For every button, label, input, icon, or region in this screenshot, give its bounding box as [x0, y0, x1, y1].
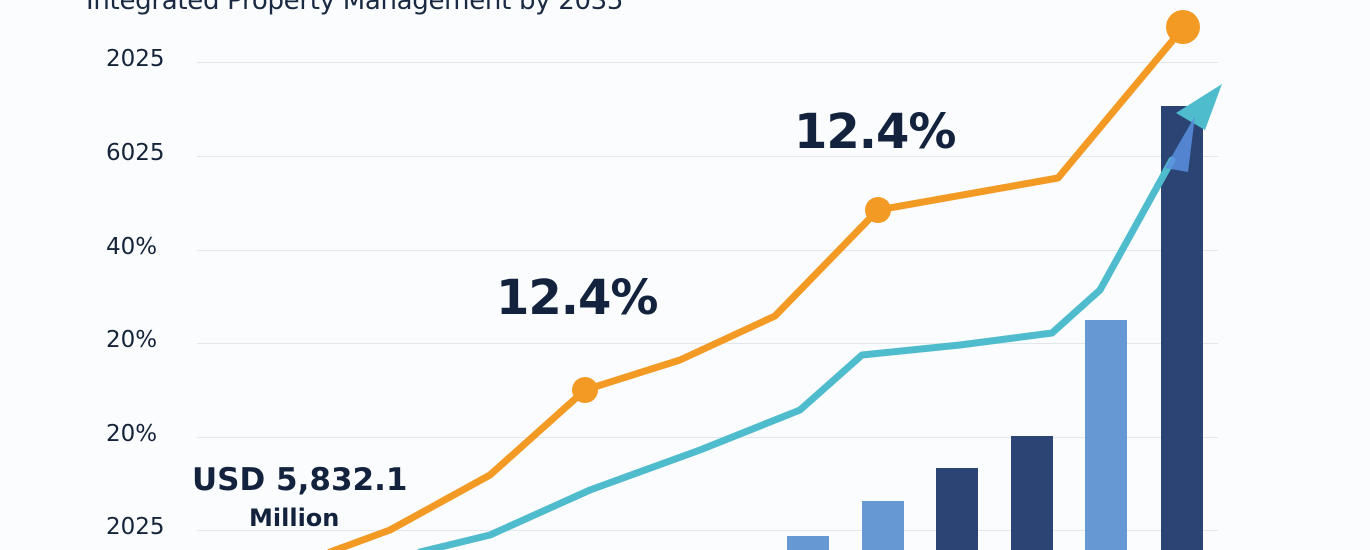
data-point-marker: [865, 197, 891, 223]
bar: [1011, 436, 1053, 550]
gridline: [197, 530, 1218, 531]
bar: [1161, 106, 1203, 550]
arrow-head-icon: [1176, 84, 1222, 130]
y-tick-label: 2025: [106, 46, 165, 72]
data-point-marker: [572, 377, 598, 403]
cagr-annotation-left: 12.4%: [496, 270, 659, 326]
data-point-marker: [1166, 10, 1200, 44]
gridline: [197, 156, 1218, 157]
bar: [1085, 320, 1127, 550]
bar: [862, 501, 904, 550]
y-tick-label: 6025: [106, 140, 165, 166]
cagr-annotation-right: 12.4%: [794, 104, 957, 160]
gridline: [197, 250, 1218, 251]
bar-series: [787, 106, 1203, 550]
market-value-unit: Million: [249, 504, 340, 532]
market-value-annotation: USD 5,832.1: [192, 462, 408, 498]
orange-line-series: [327, 10, 1200, 550]
y-tick-label: 20%: [106, 421, 158, 447]
teal-line-series: [417, 84, 1222, 550]
gridline: [197, 437, 1218, 438]
bar: [936, 468, 978, 550]
gridline: [197, 62, 1218, 63]
chart-title: Integrated Property Management by 2035: [86, 0, 624, 16]
bar: [787, 536, 829, 550]
y-tick-label: 20%: [106, 327, 158, 353]
y-tick-label: 40%: [106, 234, 158, 260]
y-tick-label: 2025: [106, 514, 165, 540]
